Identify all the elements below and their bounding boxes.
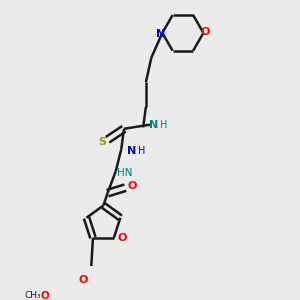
Text: N: N [127,146,136,156]
Text: O: O [79,275,88,285]
Text: H: H [160,120,167,130]
Text: O: O [40,291,49,300]
Text: S: S [98,137,106,148]
Text: O: O [128,181,137,191]
Text: N: N [156,29,166,39]
Text: O: O [200,26,209,37]
Text: N: N [149,120,159,130]
Text: H: H [138,146,146,156]
Text: HN: HN [117,168,133,178]
Text: O: O [117,233,127,243]
Text: CH₃: CH₃ [24,291,41,300]
